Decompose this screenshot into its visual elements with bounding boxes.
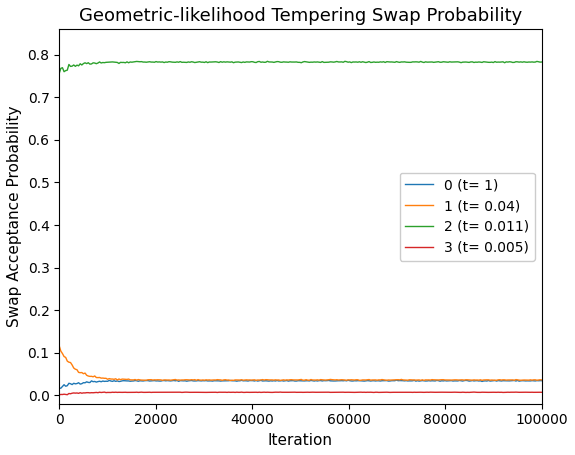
- 1 (t= 0.04): [56, 343, 63, 349]
- 0 (t= 1): [344, 378, 351, 383]
- 1 (t= 0.04): [343, 378, 350, 383]
- 1 (t= 0.04): [344, 377, 351, 383]
- 0 (t= 1): [59, 384, 66, 389]
- 3 (t= 0.005): [343, 389, 350, 395]
- 3 (t= 0.005): [56, 392, 63, 398]
- 2 (t= 0.011): [464, 60, 471, 65]
- 2 (t= 0.011): [352, 59, 359, 65]
- 2 (t= 0.011): [56, 71, 63, 76]
- 2 (t= 0.011): [58, 66, 64, 71]
- 3 (t= 0.005): [494, 389, 501, 395]
- 3 (t= 0.005): [462, 389, 469, 395]
- 0 (t= 1): [56, 385, 63, 391]
- 1 (t= 0.04): [58, 349, 64, 354]
- Line: 0 (t= 1): 0 (t= 1): [59, 380, 542, 388]
- 0 (t= 1): [343, 378, 350, 384]
- 0 (t= 1): [352, 378, 359, 384]
- 1 (t= 0.04): [464, 377, 471, 383]
- 0 (t= 1): [393, 377, 400, 383]
- 3 (t= 0.005): [58, 392, 64, 397]
- 0 (t= 1): [496, 378, 503, 384]
- 1 (t= 0.04): [352, 377, 359, 383]
- 1 (t= 0.04): [494, 377, 501, 383]
- Line: 2 (t= 0.011): 2 (t= 0.011): [59, 61, 542, 73]
- 2 (t= 0.011): [344, 60, 351, 65]
- 0 (t= 1): [58, 385, 64, 391]
- Legend: 0 (t= 1), 1 (t= 0.04), 2 (t= 0.011), 3 (t= 0.005): 0 (t= 1), 1 (t= 0.04), 2 (t= 0.011), 3 (…: [400, 172, 535, 261]
- 2 (t= 0.011): [538, 59, 545, 65]
- 0 (t= 1): [538, 378, 545, 384]
- 0 (t= 1): [466, 379, 473, 384]
- Y-axis label: Swap Acceptance Probability: Swap Acceptance Probability: [7, 106, 22, 327]
- 2 (t= 0.011): [343, 59, 350, 65]
- 3 (t= 0.005): [470, 389, 477, 395]
- 1 (t= 0.04): [227, 378, 233, 383]
- Line: 1 (t= 0.04): 1 (t= 0.04): [59, 346, 542, 380]
- 3 (t= 0.005): [538, 389, 545, 395]
- 2 (t= 0.011): [494, 59, 501, 65]
- Line: 3 (t= 0.005): 3 (t= 0.005): [59, 392, 542, 395]
- 3 (t= 0.005): [351, 389, 358, 395]
- 2 (t= 0.011): [264, 59, 271, 64]
- 3 (t= 0.005): [342, 389, 348, 395]
- X-axis label: Iteration: Iteration: [268, 433, 333, 448]
- Title: Geometric-likelihood Tempering Swap Probability: Geometric-likelihood Tempering Swap Prob…: [79, 7, 522, 25]
- 1 (t= 0.04): [538, 377, 545, 383]
